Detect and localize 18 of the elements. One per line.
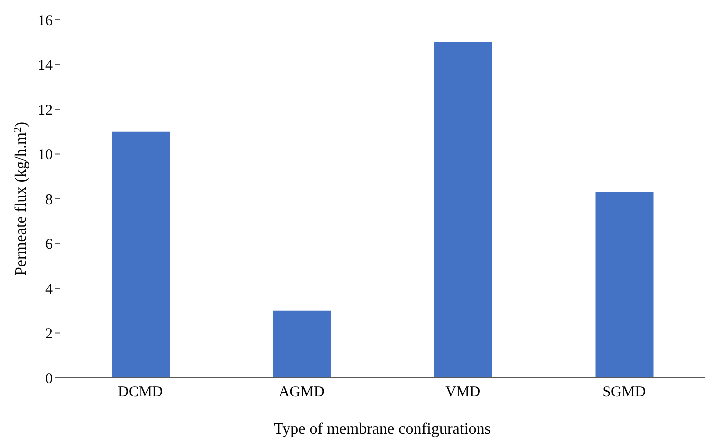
y-tick-label: 2 [46, 326, 53, 343]
y-tick-label: 16 [38, 13, 54, 30]
x-tick-label: SGMD [602, 384, 646, 401]
y-tick-label: 14 [38, 58, 54, 74]
y-tick-label: 6 [46, 237, 54, 254]
y-tick-label: 4 [46, 282, 54, 298]
bar [596, 192, 654, 378]
y-tick-label: 12 [38, 102, 53, 119]
y-tick-label: 10 [38, 148, 53, 164]
y-tick-label: 8 [46, 192, 53, 208]
x-tick-label: VMD [446, 384, 481, 401]
bar [273, 310, 332, 378]
x-tick-label: DCMD [118, 384, 164, 401]
x-axis-title: Type of membrane configurations [274, 421, 492, 438]
bar [434, 42, 492, 378]
x-tick-label: AGMD [278, 384, 325, 401]
bar [112, 132, 170, 378]
y-tick-label: 0 [46, 371, 53, 388]
